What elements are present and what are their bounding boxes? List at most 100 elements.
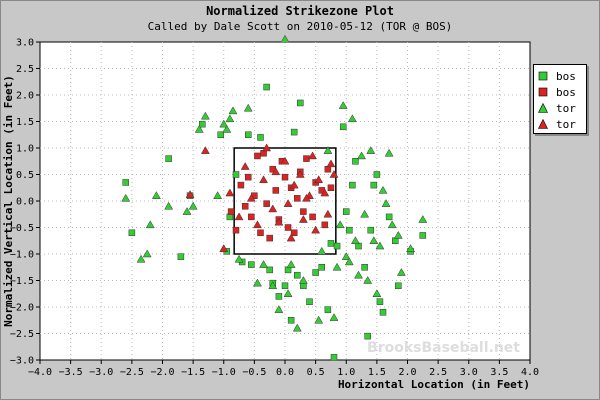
x-tick-label: −2.0 <box>150 367 174 378</box>
data-point-triangle <box>329 313 339 321</box>
data-point-triangle <box>286 260 296 268</box>
data-point-triangle <box>194 124 204 133</box>
data-point-triangle <box>369 236 379 244</box>
x-tick-label: 2.5 <box>429 367 447 378</box>
data-point-square <box>370 181 378 189</box>
legend-label: tor <box>556 101 576 115</box>
data-point-square <box>199 120 206 128</box>
data-point-square <box>266 234 273 242</box>
data-point-triangle <box>225 188 235 197</box>
data-point-square <box>232 171 240 178</box>
data-point-square <box>122 179 129 186</box>
data-point-triangle <box>332 262 342 271</box>
data-point-square <box>294 271 301 279</box>
data-point-triangle <box>289 180 299 189</box>
y-tick-label: 1.0 <box>16 144 34 155</box>
data-point-triangle <box>298 275 308 284</box>
data-point-square <box>281 282 289 290</box>
data-point-triangle <box>418 215 428 223</box>
x-tick-label: 4.0 <box>521 367 539 378</box>
y-tick-label: 2.0 <box>16 91 34 102</box>
data-point-square <box>263 200 270 207</box>
data-point-square <box>128 229 136 237</box>
data-point-square <box>395 282 402 290</box>
y-tick-label: 3.0 <box>16 38 34 49</box>
data-point-triangle <box>240 162 250 170</box>
data-point-square <box>300 208 307 215</box>
data-point-triangle <box>292 323 302 332</box>
x-tick-label: 0.0 <box>276 367 294 378</box>
data-point-triangle <box>283 199 293 207</box>
data-point-square <box>245 131 252 138</box>
data-point-triangle <box>354 270 363 279</box>
data-point-triangle <box>259 260 268 268</box>
x-tick-label: −0.5 <box>242 367 266 378</box>
data-point-triangle <box>145 220 155 229</box>
data-point-triangle <box>338 101 348 109</box>
data-point-triangle <box>375 241 385 250</box>
data-point-square <box>294 195 301 202</box>
data-point-triangle <box>406 244 415 252</box>
data-point-square <box>257 134 264 141</box>
x-tick-label: 1.5 <box>368 367 386 378</box>
y-axis-label: Normalized Vertical Location (in Feet) <box>2 75 15 327</box>
green-triangle-icon <box>538 103 548 113</box>
data-point-triangle <box>121 193 131 202</box>
x-tick-label: −3.0 <box>89 367 113 378</box>
data-point-square <box>290 128 298 136</box>
data-point-square <box>327 184 335 191</box>
data-point-triangle <box>283 289 293 297</box>
data-point-square <box>237 181 245 189</box>
data-point-triangle <box>200 111 210 120</box>
data-point-triangle <box>164 201 174 210</box>
data-point-square <box>287 317 295 324</box>
strike-zone-box <box>233 147 337 255</box>
data-point-triangle <box>323 146 333 154</box>
data-point-square <box>227 208 235 215</box>
data-point-triangle <box>274 305 284 313</box>
data-point-square <box>361 264 368 271</box>
data-point-square <box>254 152 261 160</box>
data-point-triangle <box>381 199 391 207</box>
data-points <box>121 34 428 361</box>
data-point-square <box>290 229 298 237</box>
data-point-triangle <box>243 103 253 112</box>
data-point-square <box>284 224 292 231</box>
legend: bos bos tor tor <box>533 64 587 134</box>
data-point-square <box>297 99 304 107</box>
y-tick-label: −2.5 <box>10 329 34 340</box>
data-point-square <box>419 232 427 239</box>
data-point-triangle <box>366 146 376 154</box>
x-tick-label: −1.5 <box>181 367 205 378</box>
legend-item-bos-green: bos <box>538 69 576 83</box>
data-point-square <box>266 266 273 274</box>
y-tick-label: 2.5 <box>16 64 34 75</box>
data-point-triangle <box>329 169 339 178</box>
data-point-triangle <box>360 209 370 218</box>
data-point-square <box>321 221 329 229</box>
data-point-triangle <box>363 275 373 284</box>
data-point-triangle <box>308 151 317 160</box>
data-point-square <box>281 173 289 181</box>
watermark: BrooksBaseball.net <box>367 340 520 356</box>
data-point-triangle <box>396 268 406 276</box>
data-point-triangle <box>271 167 281 176</box>
data-point-triangle <box>151 191 161 199</box>
data-point-triangle <box>347 114 357 123</box>
y-tick-label: −0.5 <box>10 223 34 234</box>
data-point-triangle <box>320 188 330 197</box>
data-point-triangle <box>351 236 360 244</box>
data-point-triangle <box>200 146 210 154</box>
data-point-square <box>312 269 319 276</box>
data-point-triangle <box>384 148 394 157</box>
data-point-triangle <box>344 257 354 266</box>
data-point-square <box>318 264 325 271</box>
red-square-icon <box>538 87 548 97</box>
data-point-triangle <box>286 233 296 242</box>
y-tick-label: 1.5 <box>16 117 34 128</box>
y-tick-label: 0.0 <box>16 197 34 208</box>
data-point-triangle <box>234 212 244 221</box>
data-point-triangle <box>213 191 223 199</box>
x-tick-label: −4.0 <box>28 367 52 378</box>
y-tick-label: −1.0 <box>10 250 34 261</box>
